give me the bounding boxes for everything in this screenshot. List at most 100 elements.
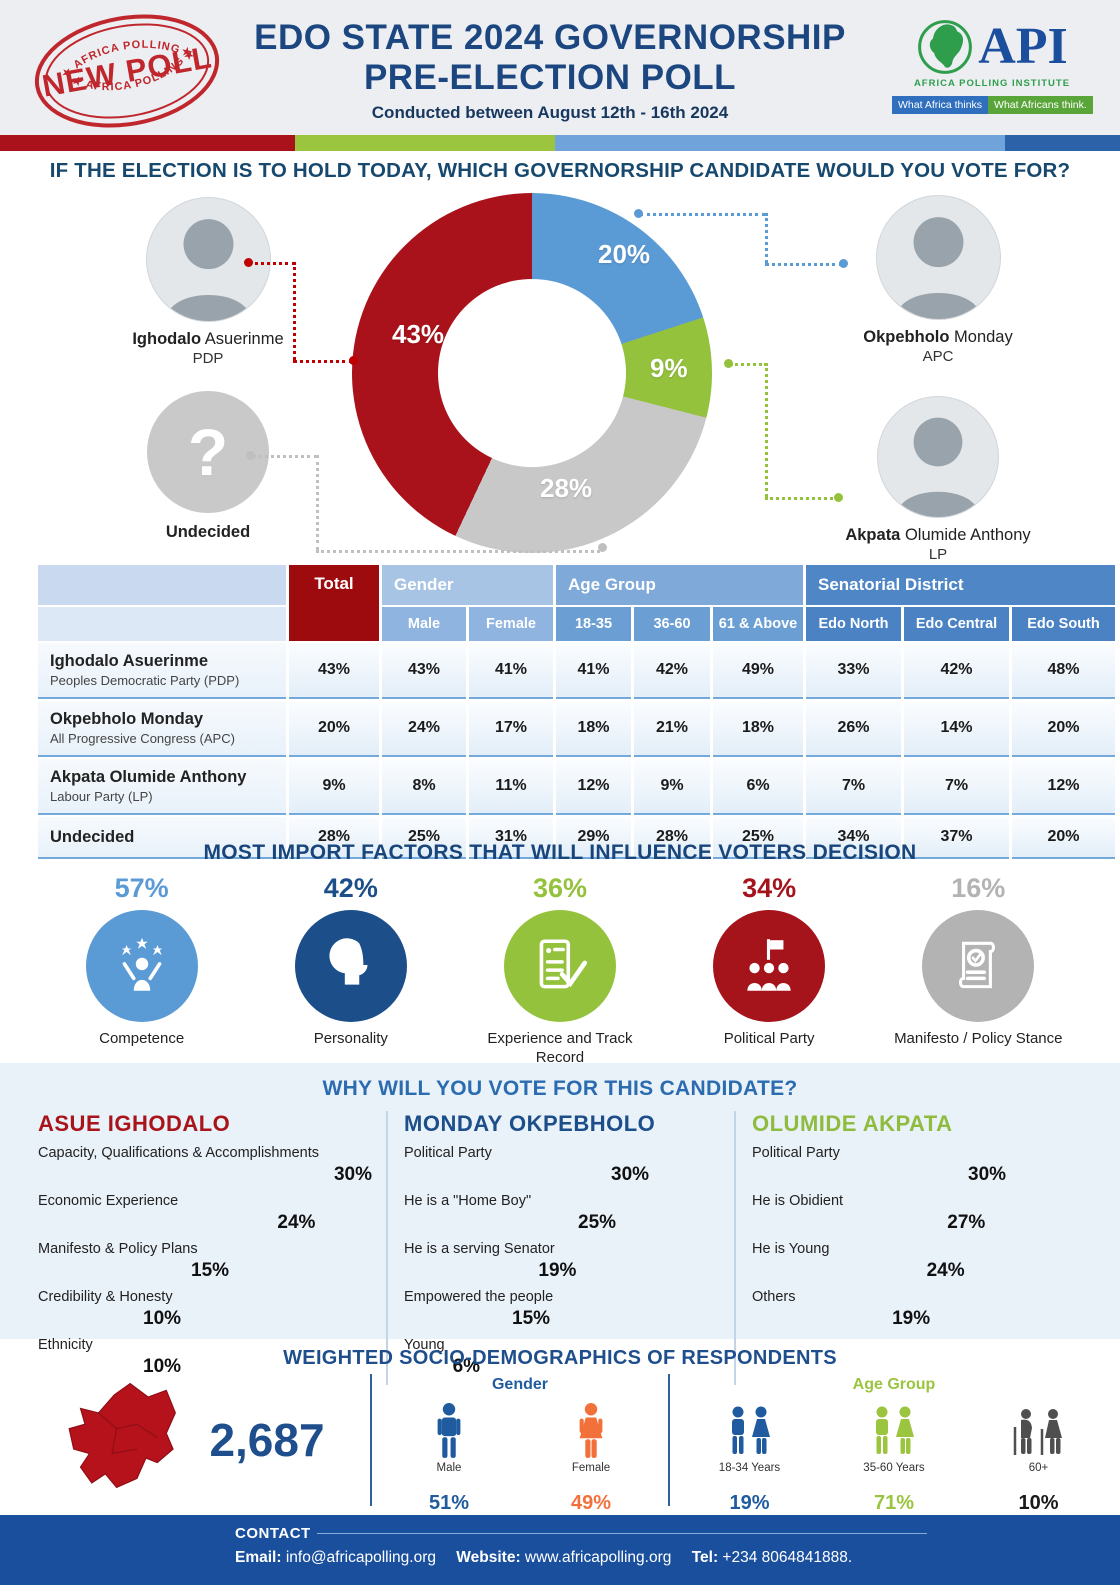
reason-bar [38, 1313, 134, 1325]
col-header-61-above: 61 & Above [713, 607, 803, 641]
email-value: info@africapolling.org [285, 1549, 436, 1566]
connector-undecided [316, 455, 319, 550]
table-corner [38, 565, 286, 605]
reason-label: Political Party [752, 1145, 840, 1161]
cell: 28% [634, 817, 710, 859]
connector-lp [730, 363, 767, 366]
row-candidate: Akpata Olumide Anthony [50, 768, 247, 786]
age-35-60: 35-60 Years 71% [829, 1398, 959, 1515]
col-header-edo-north: Edo North [806, 607, 901, 641]
poster-subtitle: Conducted between August 12th - 16th 202… [371, 103, 729, 123]
candidate-card-apc: Okpebholo Monday APC [848, 195, 1028, 365]
reason-label: He is a "Home Boy" [404, 1193, 532, 1209]
reason-value: 24% [926, 1260, 965, 1281]
age-value: 10% [1018, 1492, 1059, 1514]
cell: 25% [713, 817, 803, 859]
candidate-name-bold: Akpata [845, 526, 901, 544]
strip-green [295, 135, 555, 151]
candidate-name-rest: Monday [954, 328, 1013, 346]
reason-bar [38, 1361, 134, 1373]
connector-dot [244, 258, 253, 267]
reason-label: Manifesto & Policy Plans [38, 1241, 198, 1257]
row-candidate: Ighodalo Asuerinme [50, 652, 208, 670]
table-row: Okpebholo Monday All Progressive Congress… [38, 701, 1115, 757]
gender-title: Gender [491, 1376, 548, 1393]
col-header-total: Total [289, 565, 379, 641]
male-icon [437, 1403, 461, 1458]
factors-section: MOST IMPORT FACTORS THAT WILL INFLUENCE … [0, 831, 1120, 1066]
age-60-plus: 60+ 10% [974, 1398, 1104, 1515]
factor-value: 42% [323, 873, 378, 903]
candidate-party: LP [928, 546, 948, 563]
gender-block: Gender Male 51% [370, 1374, 670, 1514]
donut-label-pdp: 43% [392, 319, 445, 349]
footer: CONTACT Email: info@africapolling.org We… [0, 1515, 1120, 1585]
reason-value: 19% [538, 1260, 577, 1281]
api-tagline-left: What Africa thinks [892, 96, 989, 114]
cell: 18% [556, 701, 631, 757]
cell: 8% [382, 759, 466, 815]
col-group-gender: Gender [382, 565, 553, 605]
cell: 20% [1012, 701, 1115, 757]
stamp-graphic: ★ AFRICA POLLING ★ NEW POLL ★ AFRICA POL… [34, 14, 220, 128]
donut-label-apc: 20% [598, 239, 651, 269]
cell: 9% [289, 759, 379, 815]
candidate-card-lp: Akpata Olumide Anthony LP [838, 396, 1038, 563]
why-column-heading: OLUMIDE AKPATA [752, 1111, 953, 1136]
reason-bar [752, 1313, 883, 1325]
adult-couple-icon [876, 1406, 914, 1454]
why-column-heading: MONDAY OKPEBHOLO [404, 1111, 656, 1136]
reason-value: 24% [277, 1212, 316, 1233]
reason-bar [38, 1169, 325, 1181]
factor-manifesto: 16% Manifesto / Policy Stance [881, 873, 1076, 1068]
elderly-couple-icon [1013, 1409, 1062, 1455]
api-name: AFRICA POLLING INSTITUTE [913, 78, 1071, 89]
age-bar [1024, 1478, 1053, 1490]
cell: 20% [1012, 817, 1115, 859]
cell: 17% [469, 701, 553, 757]
cell: 29% [556, 817, 631, 859]
why-column-heading: ASUE IGHODALO [38, 1111, 231, 1136]
reason-bar [38, 1265, 182, 1277]
reason-value: 10% [143, 1356, 182, 1377]
political-party-icon [747, 939, 791, 991]
factor-value: 57% [114, 873, 169, 903]
connector-pdp [293, 262, 296, 360]
connector-pdp [248, 262, 296, 265]
table-row: Akpata Olumide Anthony Labour Party (LP) … [38, 759, 1115, 815]
reason-value: 6% [452, 1356, 481, 1377]
reason-bar [752, 1217, 938, 1229]
gender-label: Male [436, 1462, 462, 1474]
donut-label-lp: 9% [650, 353, 688, 383]
reason-value: 10% [143, 1308, 182, 1329]
reason-label: He is a serving Senator [404, 1241, 555, 1257]
contact-underline [316, 1533, 927, 1535]
api-acronym: API [978, 18, 1068, 75]
cell: 26% [806, 701, 901, 757]
gender-label: Female [571, 1462, 611, 1474]
cell: 24% [382, 701, 466, 757]
candidate-name-bold: Okpebholo [863, 328, 950, 346]
poster-title-line2: PRE-ELECTION POLL [363, 57, 737, 97]
age-block: Age Group 18-34 Years [670, 1374, 1118, 1514]
table-corner [38, 607, 286, 641]
connector-dot [839, 259, 848, 268]
tel-label: Tel: [691, 1549, 719, 1566]
cell: 7% [904, 759, 1009, 815]
cell: 11% [469, 759, 553, 815]
reason-value: 15% [191, 1260, 230, 1281]
donut-chart [352, 193, 712, 553]
api-logo: API AFRICA POLLING INSTITUTE What Africa… [892, 18, 1093, 114]
young-couple-icon [731, 1406, 770, 1454]
connector-dot [634, 209, 643, 218]
cell: 33% [806, 643, 901, 699]
website-value: www.africapolling.org [524, 1549, 672, 1566]
sample-size: 2,687 [209, 1414, 325, 1466]
cell: 21% [634, 701, 710, 757]
reason-label: Others [752, 1289, 796, 1305]
connector-dot [246, 451, 255, 460]
candidate-name-rest: Olumide Anthony [904, 526, 1031, 544]
col-header-edo-central: Edo Central [904, 607, 1009, 641]
why-vote-section: WHY WILL YOU VOTE FOR THIS CANDIDATE? AS… [0, 1063, 1120, 1385]
